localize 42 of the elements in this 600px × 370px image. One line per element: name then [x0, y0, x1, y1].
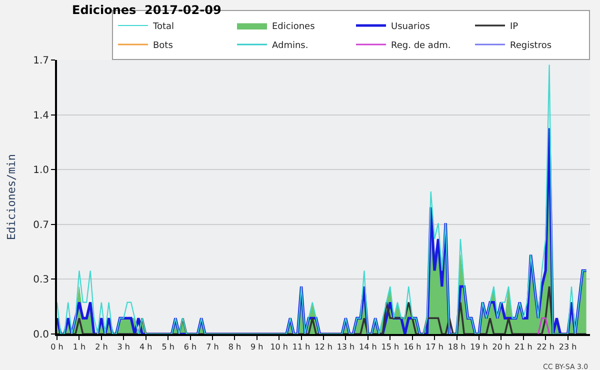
x-tick-label: 6 h [184, 342, 197, 352]
x-tick-label: 3 h [117, 342, 130, 352]
x-tick-label: 0 h [50, 342, 64, 352]
y-tick-label: 1.7 [33, 56, 49, 66]
legend-label: Registros [510, 41, 552, 52]
x-tick-label: 17 h [426, 342, 444, 352]
x-tick-label: 19 h [470, 342, 488, 352]
line-series [57, 64, 587, 334]
y-tick-label: 0.7 [33, 220, 49, 231]
legend-label: Total [152, 22, 174, 32]
legend-label: IP [510, 22, 519, 32]
x-tick-label: 1 h [72, 342, 86, 352]
x-tick-label: 22 h [536, 342, 554, 352]
x-tick-label: 12 h [314, 342, 332, 352]
x-tick-label: 9 h [250, 342, 264, 352]
x-tick-label: 18 h [448, 342, 466, 352]
x-tick-label: 23 h [558, 342, 577, 352]
x-tick-label: 13 h [336, 342, 355, 352]
x-tick-label: 11 h [292, 342, 310, 352]
y-tick-label: 1.0 [33, 165, 49, 176]
x-tick-label: 5 h [162, 342, 174, 352]
y-tick-label: 0.3 [33, 274, 49, 286]
x-tick-label: 10 h [270, 342, 288, 352]
x-tick-label: 16 h [403, 342, 422, 352]
x-tick-label: 4 h [139, 342, 152, 352]
x-tick-label: 8 h [228, 342, 242, 352]
legend-label: Bots [153, 41, 174, 52]
legend-label: Admins. [272, 41, 308, 52]
chart-title: Ediciones 2017-02-09 [72, 2, 222, 17]
x-tick-label: 7 h [206, 342, 219, 352]
y-axis-title: Ediciones/min [5, 154, 18, 240]
y-tick-label: 1.4 [33, 110, 49, 122]
x-tick-label: 21 h [514, 342, 532, 352]
legend-label: Reg. de adm. [391, 41, 451, 52]
y-tick-label: 0.0 [33, 330, 49, 340]
x-tick-label: 15 h [381, 342, 400, 352]
line-series [57, 286, 588, 334]
x-tick-label: 2 h [95, 342, 108, 352]
x-tick-label: 20 h [492, 342, 510, 352]
legend-label: Usuarios [391, 22, 430, 32]
legend-label: Ediciones [272, 22, 316, 32]
x-tick-label: 14 h [359, 342, 377, 352]
